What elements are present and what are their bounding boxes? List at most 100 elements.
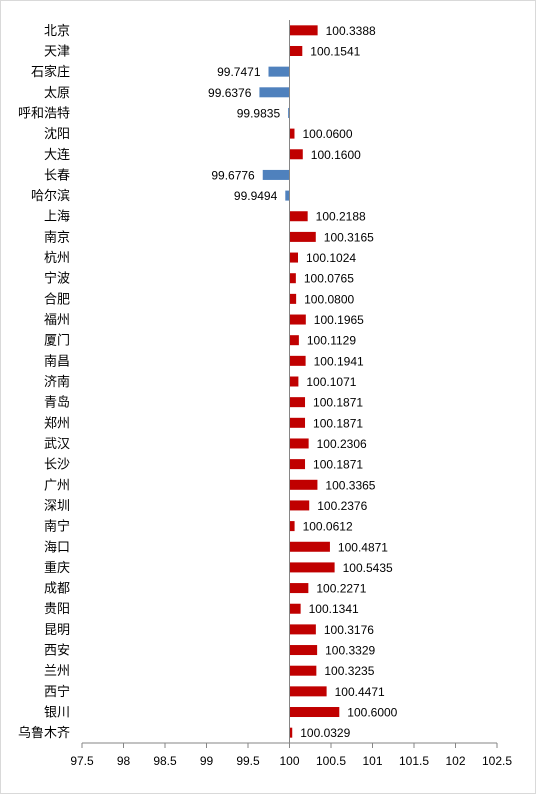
data-label: 99.6376 xyxy=(208,86,252,100)
bar xyxy=(289,231,316,242)
x-tick-label: 102.5 xyxy=(482,754,512,768)
category-label: 太原 xyxy=(44,86,70,101)
data-label: 100.0800 xyxy=(304,292,354,306)
category-label: 沈阳 xyxy=(44,127,70,142)
bar xyxy=(289,665,317,676)
data-label: 100.2188 xyxy=(316,210,366,224)
x-tick-label: 100.5 xyxy=(316,754,346,768)
bar xyxy=(289,252,298,263)
category-label: 乌鲁木齐 xyxy=(18,725,70,741)
x-tick-label: 101.5 xyxy=(399,754,429,768)
bar xyxy=(268,66,290,77)
data-label: 100.1129 xyxy=(307,334,356,348)
category-label: 杭州 xyxy=(44,251,70,266)
bar xyxy=(289,500,310,511)
data-label: 100.1341 xyxy=(309,602,359,616)
bar xyxy=(289,397,306,408)
category-label: 厦门 xyxy=(44,334,70,349)
x-tick-label: 98 xyxy=(117,754,131,768)
data-label: 100.2376 xyxy=(317,499,367,513)
category-label: 海口 xyxy=(44,540,70,555)
bar xyxy=(289,479,318,490)
bar xyxy=(289,438,309,449)
category-label: 长沙 xyxy=(44,458,70,473)
bar xyxy=(289,624,316,635)
data-label: 100.1024 xyxy=(306,251,356,265)
category-label: 哈尔滨 xyxy=(31,188,70,204)
data-label: 100.1600 xyxy=(311,148,361,162)
category-label: 宁波 xyxy=(44,271,70,287)
data-label: 99.9835 xyxy=(237,106,281,120)
data-label: 100.1071 xyxy=(306,375,356,389)
bar xyxy=(289,25,318,36)
category-label: 银川 xyxy=(44,706,70,721)
category-label: 上海 xyxy=(44,210,70,225)
category-label: 郑州 xyxy=(44,416,70,431)
data-label: 100.3165 xyxy=(324,230,374,244)
x-tick-label: 99.5 xyxy=(236,754,260,768)
category-label: 广州 xyxy=(44,478,70,493)
category-label: 石家庄 xyxy=(31,64,70,80)
bar xyxy=(289,211,308,222)
bar xyxy=(262,169,290,180)
bar xyxy=(288,107,290,118)
data-label: 100.3365 xyxy=(325,478,375,492)
x-tick-label: 101 xyxy=(362,754,382,768)
bar xyxy=(289,583,309,594)
data-label: 100.1871 xyxy=(313,396,363,410)
bar xyxy=(289,562,335,573)
data-label: 100.1871 xyxy=(313,416,363,430)
data-label: 100.3176 xyxy=(324,623,374,637)
bar xyxy=(285,190,290,201)
category-label: 呼和浩特 xyxy=(18,106,70,121)
bar xyxy=(289,314,306,325)
category-label: 北京 xyxy=(44,24,70,39)
x-tick-label: 98.5 xyxy=(153,754,177,768)
category-label: 福州 xyxy=(44,313,70,328)
bar xyxy=(289,727,293,738)
bar xyxy=(289,707,340,718)
bar xyxy=(289,45,303,56)
data-label: 99.6776 xyxy=(211,168,255,182)
category-label: 贵阳 xyxy=(44,602,70,617)
category-label: 重庆 xyxy=(44,560,70,576)
data-label: 100.1871 xyxy=(313,458,363,472)
data-label: 100.4871 xyxy=(338,540,388,554)
category-label: 青岛 xyxy=(44,395,70,411)
bar xyxy=(289,293,297,304)
bar xyxy=(289,355,306,366)
category-label: 长春 xyxy=(44,168,70,183)
category-label: 兰州 xyxy=(44,664,70,679)
category-label: 南宁 xyxy=(44,519,70,535)
data-label: 100.5435 xyxy=(343,561,393,575)
bar xyxy=(289,686,327,697)
x-tick-label: 99 xyxy=(200,754,214,768)
bar xyxy=(289,128,295,139)
bar xyxy=(289,149,303,160)
bar xyxy=(289,335,299,346)
x-tick-label: 97.5 xyxy=(70,754,94,768)
data-label: 100.0612 xyxy=(303,520,353,534)
category-label: 南昌 xyxy=(44,353,70,369)
bar xyxy=(259,87,290,98)
data-label: 100.3235 xyxy=(324,664,374,678)
category-label: 合肥 xyxy=(44,292,70,307)
category-label: 西宁 xyxy=(44,684,70,700)
labels-group: 北京 100.3388 天津 100.1541 石家庄 99.7471 太原 99.6376 呼… xyxy=(18,24,512,768)
data-label: 99.9494 xyxy=(234,189,278,203)
category-label: 济南 xyxy=(44,374,70,390)
bars-group xyxy=(259,25,340,738)
data-label: 100.1541 xyxy=(310,44,360,58)
category-label: 昆明 xyxy=(44,623,70,638)
category-label: 深圳 xyxy=(44,499,70,514)
x-tick-label: 102 xyxy=(445,754,465,768)
data-label: 99.7471 xyxy=(217,65,261,79)
bar xyxy=(289,521,295,532)
category-label: 南京 xyxy=(44,229,70,245)
data-label: 100.0329 xyxy=(300,726,350,740)
data-label: 100.4471 xyxy=(335,685,385,699)
data-label: 100.2306 xyxy=(317,437,367,451)
bar xyxy=(289,273,296,284)
